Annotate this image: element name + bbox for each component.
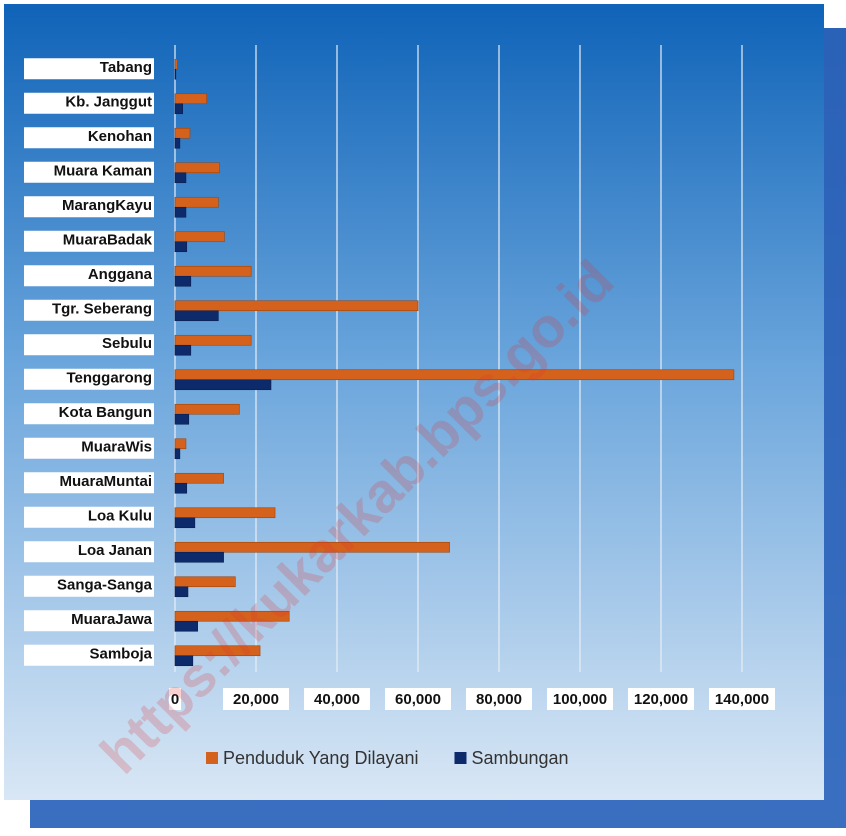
- y-tick-label: Tabang: [100, 59, 152, 76]
- category-label-bg: [24, 127, 154, 149]
- bar: [174, 344, 192, 356]
- bar: [174, 610, 290, 622]
- bar: [174, 482, 188, 494]
- x-tick-label: 140,000: [715, 691, 769, 708]
- y-tick-label: Sanga-Sanga: [57, 577, 153, 594]
- bar: [174, 620, 198, 632]
- bar: [174, 517, 196, 529]
- panel: [4, 4, 824, 800]
- bar: [174, 103, 183, 115]
- category-label-bg: [24, 575, 154, 597]
- y-tick-label: Kota Bangun: [59, 404, 152, 421]
- category-label-bg: [24, 610, 154, 632]
- legend-label: Penduduk Yang Dilayani: [223, 748, 418, 768]
- bar: [174, 551, 224, 563]
- y-tick-label: Sebulu: [102, 335, 152, 352]
- bar: [174, 438, 187, 450]
- x-tick-label: 0: [171, 691, 179, 708]
- bar: [174, 576, 236, 588]
- bar: [174, 231, 225, 243]
- category-label-bg: [24, 541, 154, 563]
- category-label-bg: [24, 644, 154, 666]
- bar: [174, 162, 220, 174]
- bar: [174, 541, 450, 553]
- category-label-bg: [24, 161, 154, 183]
- bar: [174, 472, 224, 484]
- category-label-bg: [24, 299, 154, 321]
- y-tick-label: Tenggarong: [66, 370, 152, 387]
- category-label-bg: [24, 58, 154, 80]
- bar: [174, 507, 276, 519]
- category-label-bg: [24, 92, 154, 114]
- x-tick-label: 60,000: [395, 691, 441, 708]
- bar: [174, 645, 261, 657]
- tick-label-bg: [547, 688, 613, 710]
- tick-label-bg: [709, 688, 775, 710]
- bar: [174, 310, 219, 322]
- bar: [174, 379, 272, 391]
- x-tick-label: 120,000: [634, 691, 688, 708]
- x-tick-label: 80,000: [476, 691, 522, 708]
- tick-label-bg: [385, 688, 451, 710]
- y-tick-label: Anggana: [88, 266, 153, 283]
- bar: [174, 137, 181, 149]
- y-tick-label: MarangKayu: [62, 197, 152, 214]
- y-tick-label: Muara Kaman: [54, 163, 152, 180]
- category-label-bg: [24, 506, 154, 528]
- bar: [174, 403, 240, 415]
- bar: [174, 127, 191, 139]
- bar: [174, 448, 181, 460]
- category-label-bg: [24, 368, 154, 390]
- y-tick-label: MuaraMuntai: [59, 473, 152, 490]
- category-label-bg: [24, 472, 154, 494]
- category-label-bg: [24, 196, 154, 218]
- bar: [174, 206, 187, 218]
- bar: [174, 300, 419, 312]
- tick-label-bg: [304, 688, 370, 710]
- bar: [174, 369, 735, 381]
- bar: [174, 586, 189, 598]
- y-tick-label: Loa Janan: [78, 542, 152, 559]
- bar: [174, 172, 187, 184]
- x-tick-label: 40,000: [314, 691, 360, 708]
- y-tick-label: Tgr. Seberang: [52, 301, 152, 318]
- bar: [174, 265, 252, 277]
- legend-label: Sambungan: [471, 748, 568, 768]
- bar: [174, 68, 177, 80]
- tick-label-bg: [169, 688, 181, 710]
- bar: [174, 655, 194, 667]
- tick-label-bg: [223, 688, 289, 710]
- bar: [174, 413, 190, 425]
- tick-label-bg: [466, 688, 532, 710]
- bar: [174, 196, 219, 208]
- category-label-bg: [24, 334, 154, 356]
- y-tick-label: Samboja: [89, 646, 152, 663]
- y-tick-label: Kenohan: [88, 128, 152, 145]
- category-label-bg: [24, 403, 154, 425]
- x-tick-label: 20,000: [233, 691, 279, 708]
- legend-swatch: [454, 752, 467, 764]
- y-tick-label: MuaraJawa: [71, 611, 153, 628]
- bar: [174, 241, 188, 253]
- category-label-bg: [24, 265, 154, 287]
- tick-label-bg: [628, 688, 694, 710]
- x-tick-label: 100,000: [553, 691, 607, 708]
- y-tick-label: MuaraBadak: [63, 232, 153, 249]
- bar: [174, 334, 252, 346]
- bar: [174, 275, 192, 287]
- bar: [174, 93, 207, 105]
- y-tick-label: MuaraWis: [81, 439, 152, 456]
- y-tick-label: Loa Kulu: [88, 508, 152, 525]
- y-tick-label: Kb. Janggut: [65, 94, 152, 111]
- legend-swatch: [206, 752, 218, 764]
- category-label-bg: [24, 437, 154, 459]
- category-label-bg: [24, 230, 154, 252]
- bar: [174, 58, 178, 70]
